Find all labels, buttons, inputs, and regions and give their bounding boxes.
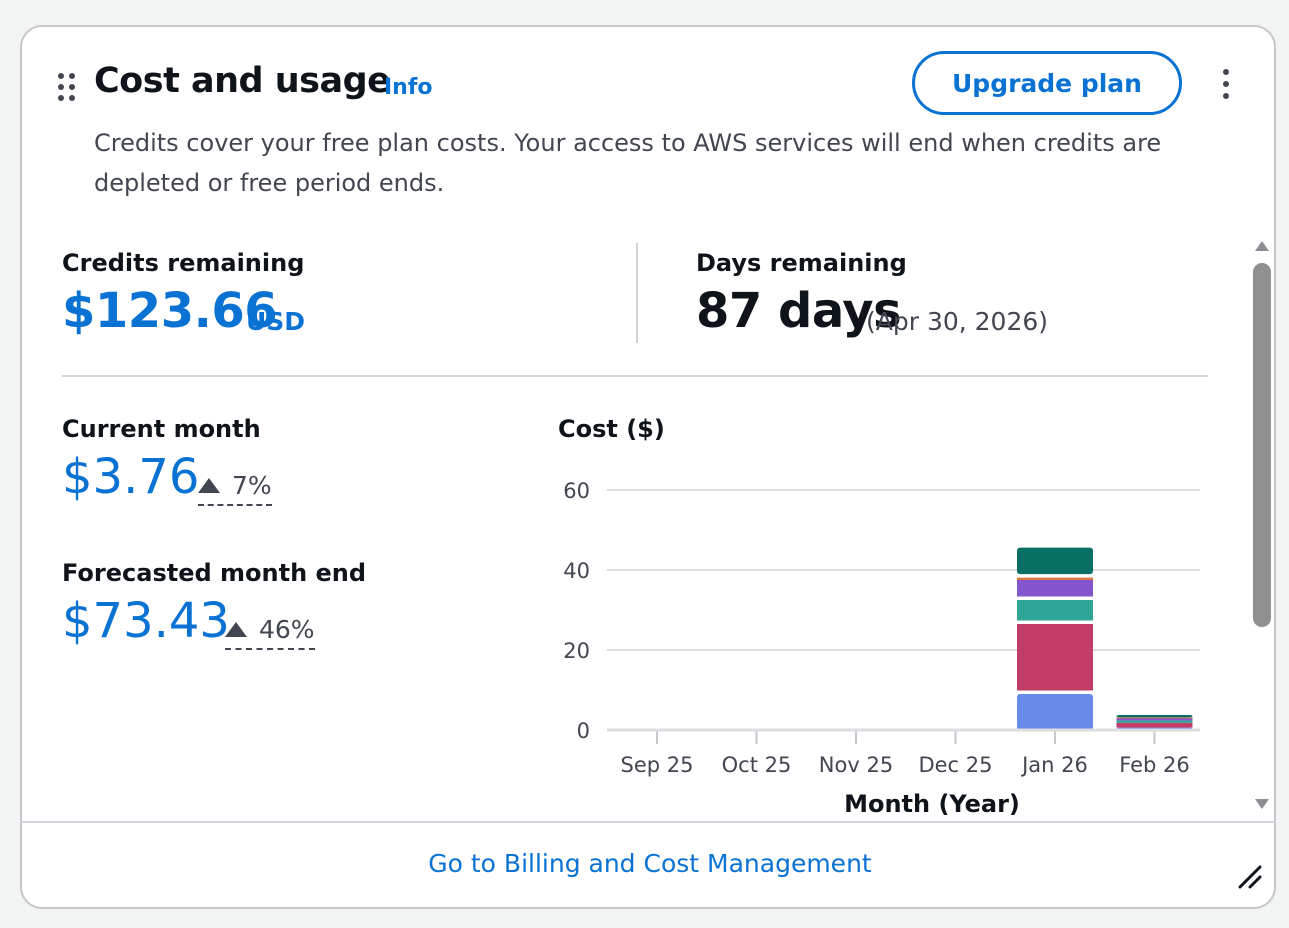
credits-remaining-label: Credits remaining <box>62 249 305 277</box>
x-axis-title: Month (Year) <box>844 790 1020 817</box>
bar-segment <box>1116 718 1193 721</box>
upgrade-plan-button[interactable]: Upgrade plan <box>912 51 1182 115</box>
x-tick-label: Dec 25 <box>918 753 992 777</box>
x-tick-label: Jan 26 <box>1020 753 1088 777</box>
more-vertical-icon[interactable] <box>1218 67 1234 101</box>
cost-bar-chart: Cost ($) 0 20 40 60 Sep 25 Oct 25 Nov 25 Dec 25 J… <box>558 415 1200 817</box>
credits-remaining-value: $123.66 <box>62 283 278 339</box>
triangle-up-icon <box>225 622 247 637</box>
billing-link[interactable]: Go to Billing and Cost Management <box>428 849 872 878</box>
scroll-up-icon[interactable] <box>1255 241 1269 251</box>
resize-handle-icon[interactable] <box>1236 863 1262 889</box>
cost-and-usage-widget: Cost and usage Info Upgrade plan Credits… <box>20 25 1276 909</box>
widget-title: Cost and usage <box>94 61 391 101</box>
y-tick-label: 0 <box>577 719 590 743</box>
drag-handle-icon[interactable] <box>56 71 78 103</box>
chart-title: Cost ($) <box>558 415 665 443</box>
scrollbar-thumb[interactable] <box>1253 263 1271 627</box>
forecast-label: Forecasted month end <box>62 559 367 587</box>
divider <box>62 375 1208 377</box>
x-tick-label: Feb 26 <box>1119 753 1190 777</box>
x-tick-label: Nov 25 <box>819 753 893 777</box>
divider <box>636 243 638 343</box>
bar-segment <box>1017 624 1093 691</box>
credits-currency: USD <box>246 307 306 336</box>
y-tick-label: 20 <box>563 639 590 663</box>
triangle-up-icon <box>198 478 220 493</box>
bar-segment <box>1017 580 1093 597</box>
widget-description: Credits cover your free plan costs. Your… <box>94 129 1162 197</box>
forecast-change-text: 46% <box>259 615 315 644</box>
current-month-change[interactable]: 7% <box>198 471 272 506</box>
days-remaining-value: 87 days <box>696 283 902 339</box>
bar-segment <box>1017 600 1093 621</box>
bar-segment <box>1017 577 1093 580</box>
days-remaining-label: Days remaining <box>696 249 907 277</box>
vertical-scrollbar[interactable] <box>1252 237 1272 817</box>
bar-segment <box>1116 717 1193 719</box>
x-tick-label: Oct 25 <box>722 753 792 777</box>
forecast-change[interactable]: 46% <box>225 615 315 650</box>
end-date: (Apr 30, 2026) <box>866 307 1049 336</box>
footer-divider <box>22 821 1274 823</box>
scroll-down-icon[interactable] <box>1255 799 1269 809</box>
current-month-label: Current month <box>62 415 261 443</box>
forecast-value: $73.43 <box>62 593 230 649</box>
bar-segment <box>1116 720 1193 723</box>
current-month-value: $3.76 <box>62 449 200 505</box>
bar-segment <box>1017 547 1093 575</box>
bar-segment <box>1116 722 1193 728</box>
info-link[interactable]: Info <box>384 75 433 100</box>
x-tick-label: Sep 25 <box>621 753 694 777</box>
bar-segment <box>1116 715 1193 718</box>
y-tick-label: 60 <box>563 479 590 503</box>
bar-segment <box>1017 694 1093 730</box>
current-month-change-text: 7% <box>232 471 272 500</box>
y-tick-label: 40 <box>563 559 590 583</box>
